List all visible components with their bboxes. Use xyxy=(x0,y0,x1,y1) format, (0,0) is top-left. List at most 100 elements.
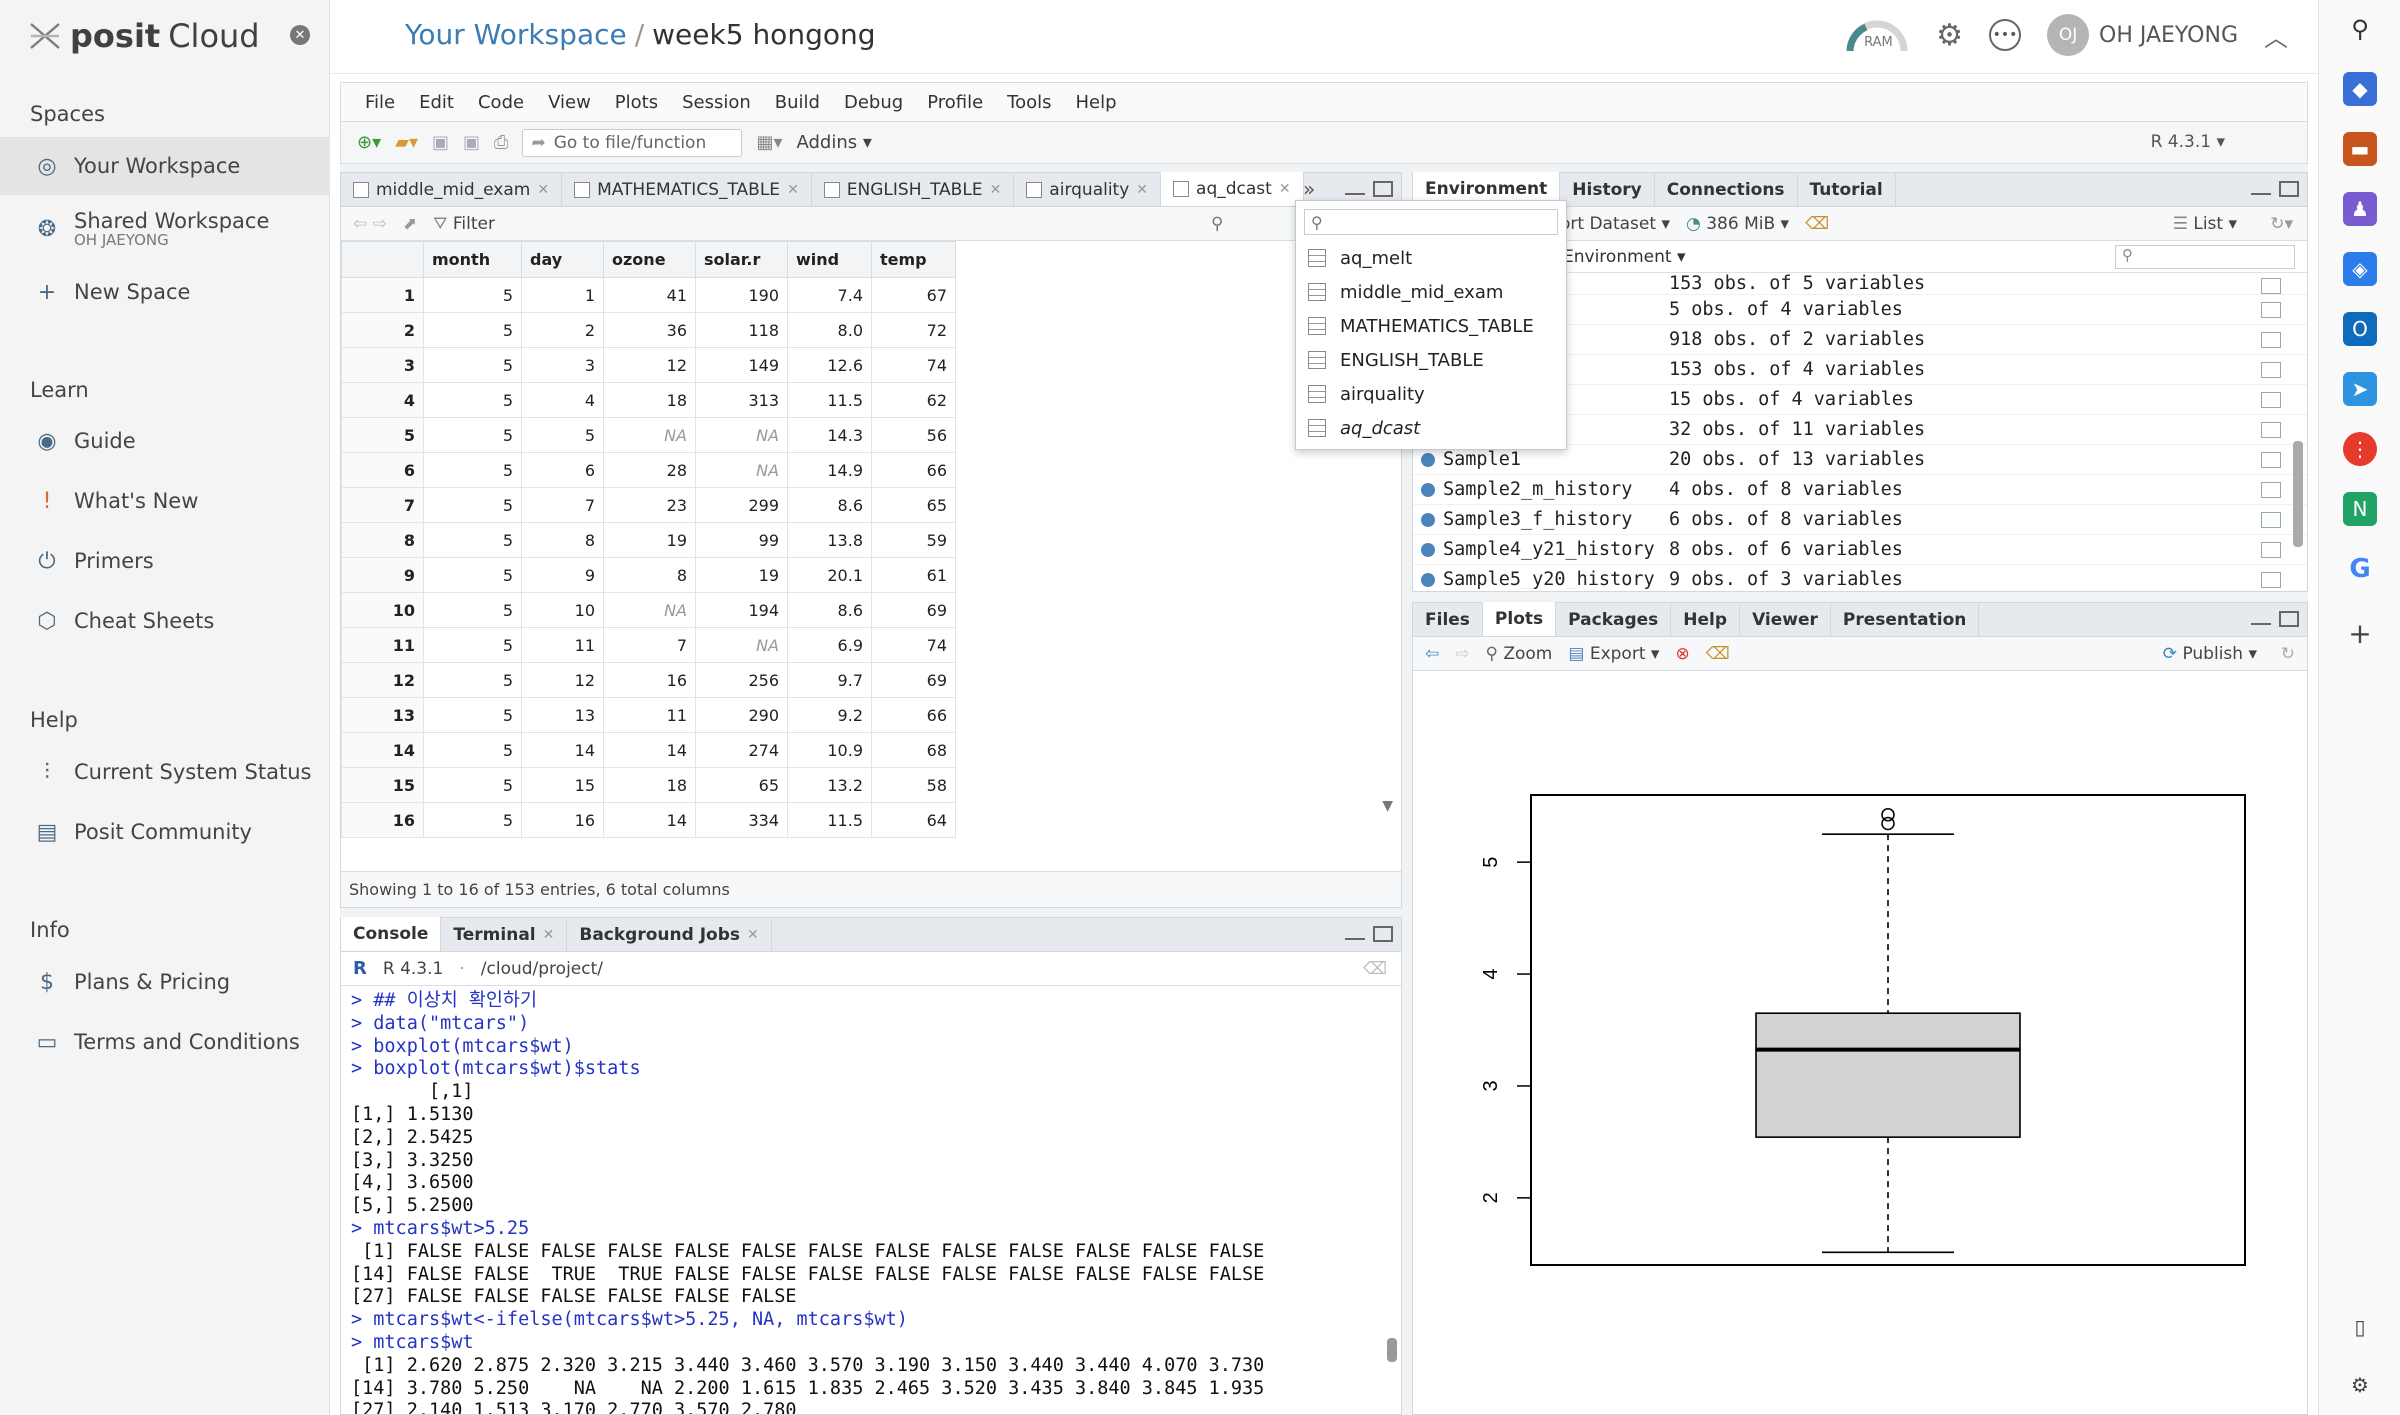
nav-system-status[interactable]: ⫶ Current System Status xyxy=(0,743,330,801)
column-header-solar.r[interactable]: solar.r xyxy=(695,241,788,278)
maximize-icon[interactable] xyxy=(1373,181,1393,197)
dropdown-item[interactable]: MATHEMATICS_TABLE xyxy=(1296,309,1566,343)
column-header-month[interactable]: month xyxy=(423,241,522,278)
broom-icon[interactable]: ⌫ xyxy=(1705,643,1730,664)
menu-code[interactable]: Code xyxy=(477,91,525,113)
remove-plot-icon[interactable]: ⊗ xyxy=(1675,643,1690,664)
next-plot-icon[interactable]: ⇨ xyxy=(1455,643,1470,664)
source-tab-3[interactable]: airquality ✕ xyxy=(1014,174,1162,206)
dropdown-search-input[interactable]: ⚲ xyxy=(1304,209,1558,235)
menu-edit[interactable]: Edit xyxy=(419,91,454,113)
nav-cheat-sheets[interactable]: ⬡ Cheat Sheets xyxy=(0,592,330,650)
menu-session[interactable]: Session xyxy=(682,91,751,113)
tag-icon[interactable]: ◆ xyxy=(2343,72,2377,106)
nav-guide[interactable]: ◉ Guide xyxy=(0,412,330,470)
close-tab-icon[interactable]: ✕ xyxy=(1278,181,1291,197)
save-all-icon[interactable]: ▣ xyxy=(463,132,481,153)
view-table-icon[interactable] xyxy=(2261,511,2281,528)
files-tab-3[interactable]: Help xyxy=(1671,604,1741,636)
ram-gauge[interactable]: RAM xyxy=(1844,15,1910,55)
column-header-wind[interactable]: wind xyxy=(787,241,872,278)
env-row[interactable]: 153 obs. of 4 variables xyxy=(1413,355,2307,385)
publish-menu[interactable]: ⟳ Publish ▾ xyxy=(2162,643,2257,664)
view-table-icon[interactable] xyxy=(2261,571,2281,588)
open-folder-icon[interactable]: ▰▾ xyxy=(395,132,419,153)
expand-icon[interactable] xyxy=(1421,542,1435,557)
console-tab-1[interactable]: Terminal ✕ xyxy=(441,919,568,951)
scope-menu[interactable]: Environment ▾ xyxy=(1563,246,1686,267)
env-search-input[interactable]: ⚲ xyxy=(2115,244,2295,269)
view-table-icon[interactable] xyxy=(2261,421,2281,438)
env-row[interactable]: Sample3_f_history 6 obs. of 8 variables xyxy=(1413,505,2307,535)
view-table-icon[interactable] xyxy=(2261,331,2281,348)
minimize-icon[interactable] xyxy=(1345,181,1365,195)
nav-your-workspace[interactable]: ◎ Your Workspace xyxy=(0,137,330,195)
more-icon[interactable]: ••• xyxy=(1989,19,2022,51)
outlook-icon[interactable]: O xyxy=(2343,312,2377,346)
memory-menu[interactable]: ◔ 386 MiB ▾ xyxy=(1685,213,1790,234)
source-tab-0[interactable]: middle_mid_exam ✕ xyxy=(341,174,563,206)
settings-icon[interactable]: ⚙ xyxy=(2351,1373,2369,1397)
nav-primers[interactable]: ⏻ Primers xyxy=(0,532,330,590)
nav-whats-new[interactable]: ! What's New xyxy=(0,472,330,530)
view-table-icon[interactable] xyxy=(2261,278,2281,294)
refresh-icon[interactable]: ↻ xyxy=(2280,643,2295,664)
refresh-icon[interactable]: ↻▾ xyxy=(2270,213,2293,234)
close-tab-icon[interactable]: ✕ xyxy=(1136,182,1149,198)
menu-build[interactable]: Build xyxy=(774,91,820,113)
console-output[interactable]: > ## 이상치 확인하기 > data("mtcars") > boxplot(m… xyxy=(341,986,1401,1414)
files-tab-2[interactable]: Packages xyxy=(1556,604,1672,636)
files-tab-0[interactable]: Files xyxy=(1413,604,1483,636)
menu-debug[interactable]: Debug xyxy=(843,91,904,113)
env-row[interactable]: Sample5_y20_history 9 obs. of 3 variables xyxy=(1413,565,2307,589)
menu-tools[interactable]: Tools xyxy=(1007,91,1052,113)
source-tab-1[interactable]: MATHEMATICS_TABLE ✕ xyxy=(562,174,812,206)
copilot-icon[interactable]: ◈ xyxy=(2343,252,2377,286)
nav-plans[interactable]: $ Plans & Pricing xyxy=(0,953,330,1011)
maximize-icon[interactable] xyxy=(1373,926,1393,942)
filter-button[interactable]: ⛛ Filter xyxy=(433,214,495,234)
back-arrow-icon[interactable]: ⇦ ⇨ xyxy=(353,213,387,234)
minimize-icon[interactable] xyxy=(2251,181,2271,195)
import-dataset-menu[interactable]: ort Dataset ▾ xyxy=(1560,213,1670,234)
expand-icon[interactable] xyxy=(1421,512,1435,527)
person-icon[interactable]: ♟ xyxy=(2343,192,2377,226)
addins-menu[interactable]: Addins ▾ xyxy=(796,132,872,153)
send-icon[interactable]: ➤ xyxy=(2343,372,2377,406)
more-tabs-icon[interactable]: » xyxy=(1303,177,1316,201)
env-tab-2[interactable]: Connections xyxy=(1655,174,1798,206)
grid-icon[interactable]: ▦▾ xyxy=(756,132,783,153)
view-table-icon[interactable] xyxy=(2261,481,2281,498)
row-number-header[interactable] xyxy=(341,241,424,278)
expand-icon[interactable] xyxy=(1421,572,1435,587)
broom-icon[interactable]: ⌫ xyxy=(1805,213,1830,234)
env-row[interactable]: Sample4_y21_history 8 obs. of 6 variables xyxy=(1413,535,2307,565)
view-table-icon[interactable] xyxy=(2261,541,2281,558)
user-menu[interactable]: OJ OH JAEYONG xyxy=(2047,14,2238,56)
menu-view[interactable]: View xyxy=(548,91,591,113)
search-icon[interactable]: ⚲ xyxy=(1211,213,1224,234)
list-view-menu[interactable]: ☰ List ▾ xyxy=(2172,213,2237,234)
files-tab-4[interactable]: Viewer xyxy=(1740,604,1831,636)
minimize-icon[interactable] xyxy=(1345,926,1365,940)
search-icon[interactable]: ⚲ xyxy=(2351,15,2369,43)
view-table-icon[interactable] xyxy=(2261,391,2281,408)
maximize-icon[interactable] xyxy=(2279,181,2299,197)
breadcrumb-workspace[interactable]: Your Workspace xyxy=(405,18,627,51)
dropdown-item[interactable]: aq_dcast xyxy=(1296,411,1566,445)
env-tab-3[interactable]: Tutorial xyxy=(1798,174,1896,206)
close-tab-icon[interactable]: ✕ xyxy=(787,182,799,198)
broom-icon[interactable]: ⌫ xyxy=(1362,958,1387,979)
source-tab-2[interactable]: ENGLISH_TABLE ✕ xyxy=(812,174,1015,206)
env-row[interactable]: 918 obs. of 2 variables xyxy=(1413,325,2307,355)
add-icon[interactable]: + xyxy=(2348,616,2372,650)
env-row[interactable]: 32 obs. of 11 variables xyxy=(1413,415,2307,445)
nav-terms[interactable]: ▭ Terms and Conditions xyxy=(0,1013,330,1071)
close-sidebar-icon[interactable]: ✕ xyxy=(290,25,310,45)
console-scrollbar[interactable] xyxy=(1387,1338,1397,1362)
new-file-icon[interactable]: ⊕▾ xyxy=(357,132,382,153)
google-icon[interactable]: G xyxy=(2349,554,2371,584)
column-header-day[interactable]: day xyxy=(521,241,604,278)
source-tab-4[interactable]: aq_dcast ✕ xyxy=(1161,172,1304,206)
notion-icon[interactable]: N xyxy=(2343,492,2377,526)
